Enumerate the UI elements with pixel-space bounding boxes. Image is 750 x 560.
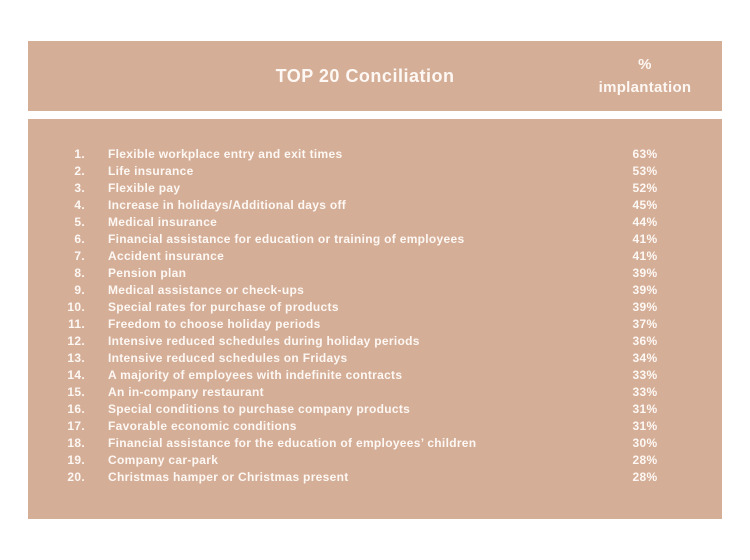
- row-rank: 13.: [67, 350, 85, 365]
- table-row: 10. Special rates for purchase of produc…: [28, 298, 722, 315]
- rank-table-body: 1. Flexible workplace entry and exit tim…: [28, 145, 722, 485]
- table-row: 15. An in-company restaurant 33%: [28, 383, 722, 400]
- row-rank: 17.: [67, 418, 85, 433]
- row-value: 45%: [632, 197, 658, 212]
- row-rank: 7.: [74, 248, 85, 263]
- row-rank: 15.: [67, 384, 85, 399]
- row-rank: 18.: [67, 435, 85, 450]
- table-row: 6. Financial assistance for education or…: [28, 230, 722, 247]
- row-rank: 1.: [74, 146, 85, 161]
- row-label: Company car-park: [108, 452, 219, 467]
- row-rank: 10.: [67, 299, 85, 314]
- value-column-header-line1: %: [638, 56, 652, 73]
- table-row: 5. Medical insurance 44%: [28, 213, 722, 230]
- table-row: 20. Christmas hamper or Christmas presen…: [28, 468, 722, 485]
- row-rank: 8.: [74, 265, 85, 280]
- page-title: TOP 20 Conciliation: [275, 65, 455, 86]
- row-label: Special conditions to purchase company p…: [108, 401, 411, 416]
- row-label: Accident insurance: [108, 248, 225, 263]
- row-label: Favorable economic conditions: [108, 418, 297, 433]
- row-label: A majority of employees with indefinite …: [108, 367, 403, 382]
- row-label: Increase in holidays/Additional days off: [108, 197, 347, 212]
- row-value: 33%: [632, 367, 658, 382]
- row-value: 31%: [632, 418, 658, 433]
- row-rank: 16.: [67, 401, 85, 416]
- row-label: Flexible pay: [108, 180, 181, 195]
- row-label: An in-company restaurant: [108, 384, 264, 399]
- row-value: 36%: [632, 333, 658, 348]
- row-label: Special rates for purchase of products: [108, 299, 339, 314]
- row-value: 41%: [632, 248, 658, 263]
- row-rank: 4.: [74, 197, 85, 212]
- row-value: 33%: [632, 384, 658, 399]
- row-label: Financial assistance for the education o…: [108, 435, 477, 450]
- table-row: 9. Medical assistance or check-ups 39%: [28, 281, 722, 298]
- row-label: Intensive reduced schedules on Fridays: [108, 350, 348, 365]
- table-row: 2. Life insurance 53%: [28, 162, 722, 179]
- table-row: 14. A majority of employees with indefin…: [28, 366, 722, 383]
- table-row: 17. Favorable economic conditions 31%: [28, 417, 722, 434]
- row-value: 52%: [632, 180, 658, 195]
- value-column-header: % implantation: [568, 41, 722, 111]
- table-row: 12. Intensive reduced schedules during h…: [28, 332, 722, 349]
- table-row: 11. Freedom to choose holiday periods 37…: [28, 315, 722, 332]
- row-label: Flexible workplace entry and exit times: [108, 146, 343, 161]
- row-value: 31%: [632, 401, 658, 416]
- row-label: Medical insurance: [108, 214, 218, 229]
- table-row: 8. Pension plan 39%: [28, 264, 722, 281]
- row-label: Christmas hamper or Christmas present: [108, 469, 349, 484]
- row-rank: 5.: [74, 214, 85, 229]
- row-value: 63%: [632, 146, 658, 161]
- row-rank: 2.: [74, 163, 85, 178]
- table-row: 4. Increase in holidays/Additional days …: [28, 196, 722, 213]
- row-rank: 19.: [67, 452, 85, 467]
- table-row: 3. Flexible pay 52%: [28, 179, 722, 196]
- row-label: Financial assistance for education or tr…: [108, 231, 465, 246]
- table-row: 16. Special conditions to purchase compa…: [28, 400, 722, 417]
- table-row: 13. Intensive reduced schedules on Frida…: [28, 349, 722, 366]
- row-value: 53%: [632, 163, 658, 178]
- row-value: 37%: [632, 316, 658, 331]
- table-header-bar: TOP 20 Conciliation % implantation: [28, 41, 722, 111]
- row-rank: 3.: [74, 180, 85, 195]
- row-label: Life insurance: [108, 163, 194, 178]
- row-value: 44%: [632, 214, 658, 229]
- row-rank: 12.: [67, 333, 85, 348]
- row-rank: 20.: [67, 469, 85, 484]
- row-rank: 9.: [74, 282, 85, 297]
- table-row: 19. Company car-park 28%: [28, 451, 722, 468]
- row-label: Pension plan: [108, 265, 187, 280]
- row-label: Intensive reduced schedules during holid…: [108, 333, 420, 348]
- row-value: 39%: [632, 299, 658, 314]
- row-value: 30%: [632, 435, 658, 450]
- row-value: 39%: [632, 265, 658, 280]
- table-row: 1. Flexible workplace entry and exit tim…: [28, 145, 722, 162]
- table-row: 7. Accident insurance 41%: [28, 247, 722, 264]
- row-rank: 14.: [67, 367, 85, 382]
- row-value: 41%: [632, 231, 658, 246]
- row-value: 28%: [632, 469, 658, 484]
- rank-table: 1. Flexible workplace entry and exit tim…: [28, 119, 722, 519]
- row-value: 34%: [632, 350, 658, 365]
- row-value: 28%: [632, 452, 658, 467]
- row-label: Medical assistance or check-ups: [108, 282, 305, 297]
- table-row: 18. Financial assistance for the educati…: [28, 434, 722, 451]
- row-rank: 6.: [74, 231, 85, 246]
- row-value: 39%: [632, 282, 658, 297]
- value-column-header-line2: implantation: [598, 79, 692, 96]
- row-label: Freedom to choose holiday periods: [108, 316, 321, 331]
- row-rank: 11.: [68, 316, 85, 331]
